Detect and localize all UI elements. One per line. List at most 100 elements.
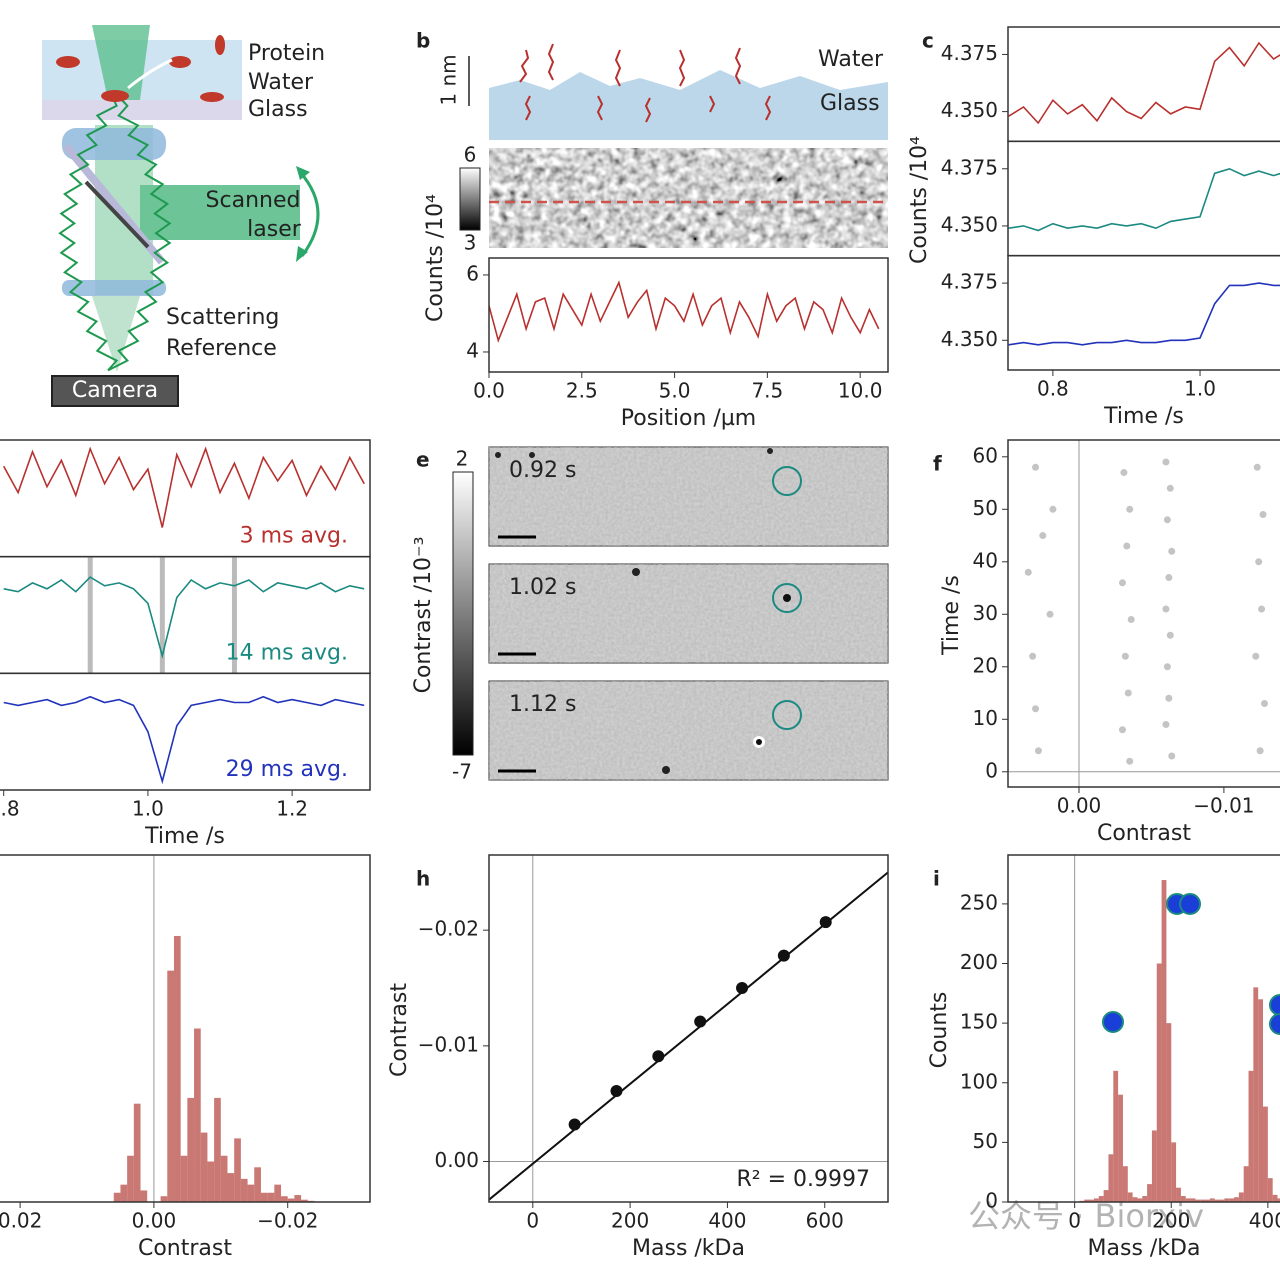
plot-area (489, 280, 880, 343)
laser-beam (140, 185, 300, 240)
point (1260, 700, 1268, 708)
glass-layer (42, 100, 242, 120)
y-tick-label: 20 (973, 653, 998, 677)
x-tick-label: 0.02 (0, 1209, 42, 1233)
plot-area (1074, 855, 1280, 1202)
bar (1200, 1199, 1206, 1202)
bar (1166, 1023, 1172, 1202)
y-tick-label: 200 (960, 950, 998, 974)
bar (1084, 1199, 1090, 1202)
bar (160, 1196, 168, 1202)
point (736, 982, 749, 995)
label: Water (818, 47, 884, 72)
panel-letter: e (416, 448, 430, 472)
bar (1234, 1197, 1239, 1202)
bar (1098, 1196, 1104, 1202)
x-tick-label: 7.5 (751, 379, 783, 403)
plot-frame (1007, 26, 1280, 143)
point (1163, 663, 1171, 671)
bar (234, 1138, 241, 1202)
bar (260, 1192, 268, 1202)
x-tick-label: 0.0 (473, 379, 505, 403)
point (652, 1050, 665, 1063)
bar (1127, 1192, 1133, 1202)
bar (1272, 1194, 1278, 1202)
point (1029, 652, 1037, 660)
point (1118, 579, 1126, 587)
mirror (84, 180, 150, 249)
colorbar-label: -7 (452, 760, 472, 784)
label: Scanned (206, 188, 301, 213)
fit-line (489, 871, 888, 1201)
y-tick-label: −0.01 (418, 1032, 479, 1056)
point (610, 1084, 623, 1097)
y-tick-label: 50 (973, 496, 998, 520)
point (568, 1118, 581, 1131)
point (1124, 689, 1132, 697)
bar (267, 1192, 275, 1202)
bar (1176, 1187, 1181, 1202)
mass-icons (1102, 893, 1280, 1035)
x-tick-label: 10.0 (838, 379, 883, 403)
colorbar-label: 6 (464, 143, 477, 167)
panel-letter: f (933, 452, 942, 476)
x-axis-label: Mass /kDa (632, 1236, 745, 1261)
bar (1151, 1130, 1157, 1202)
plot-area (1008, 282, 1280, 346)
bar (194, 1028, 201, 1202)
label: Scattering (166, 305, 279, 330)
x-tick-label: 200 (1152, 1209, 1190, 1233)
point (777, 949, 790, 962)
y-tick-label: 0 (985, 1189, 998, 1213)
arrow-head (296, 166, 310, 180)
point (1032, 463, 1040, 471)
y-tick-label: 0.00 (434, 1148, 479, 1172)
bar (301, 1199, 308, 1202)
bar (1185, 1198, 1191, 1202)
arrow (127, 58, 173, 90)
y-axis-label: Counts (927, 992, 952, 1069)
point (1126, 505, 1134, 513)
frame-time: 0.92 s (509, 458, 576, 483)
bar (1113, 1070, 1119, 1202)
point (1162, 458, 1170, 466)
x-tick-label: 0.00 (1057, 794, 1102, 818)
point (1024, 568, 1032, 576)
x-tick-label: 0 (526, 1209, 539, 1233)
point (1049, 505, 1057, 513)
point (1165, 694, 1173, 702)
bar (1258, 999, 1264, 1202)
y-tick-label: 4.375 (941, 155, 998, 179)
bar (1142, 1196, 1148, 1202)
trace (2, 446, 365, 528)
plot-frame (0, 854, 371, 1203)
y-axis-label: Contrast (387, 983, 412, 1077)
point (1258, 605, 1266, 613)
plot-area (1008, 440, 1280, 787)
point (1162, 721, 1170, 729)
colorbar (459, 167, 481, 231)
bar (1190, 1198, 1196, 1202)
point (1168, 547, 1176, 555)
scale-label: 1 nm (437, 54, 461, 105)
x-tick-label: 2.5 (566, 379, 598, 403)
x-axis-label: Contrast (1097, 821, 1191, 846)
y-tick-label: 60 (973, 443, 998, 467)
trace (1008, 167, 1280, 232)
panel-letter: i (933, 867, 940, 891)
image-noise (489, 148, 888, 248)
bar (214, 1097, 221, 1202)
annotation: R² = 0.9997 (736, 1167, 870, 1192)
bar (1248, 1070, 1254, 1202)
y-tick-label: 100 (960, 1069, 998, 1093)
plot-frame (1007, 854, 1280, 1203)
bar (133, 1103, 141, 1202)
trace (3, 576, 365, 659)
y-tick-label: 6 (466, 261, 479, 285)
point (1168, 752, 1176, 760)
x-tick-label: 400 (708, 1209, 746, 1233)
x-tick-label: 0.8 (1037, 377, 1069, 401)
bar (1195, 1199, 1201, 1202)
panel-b-schematic: 1 nm Water Glass 6 3 (437, 43, 888, 255)
